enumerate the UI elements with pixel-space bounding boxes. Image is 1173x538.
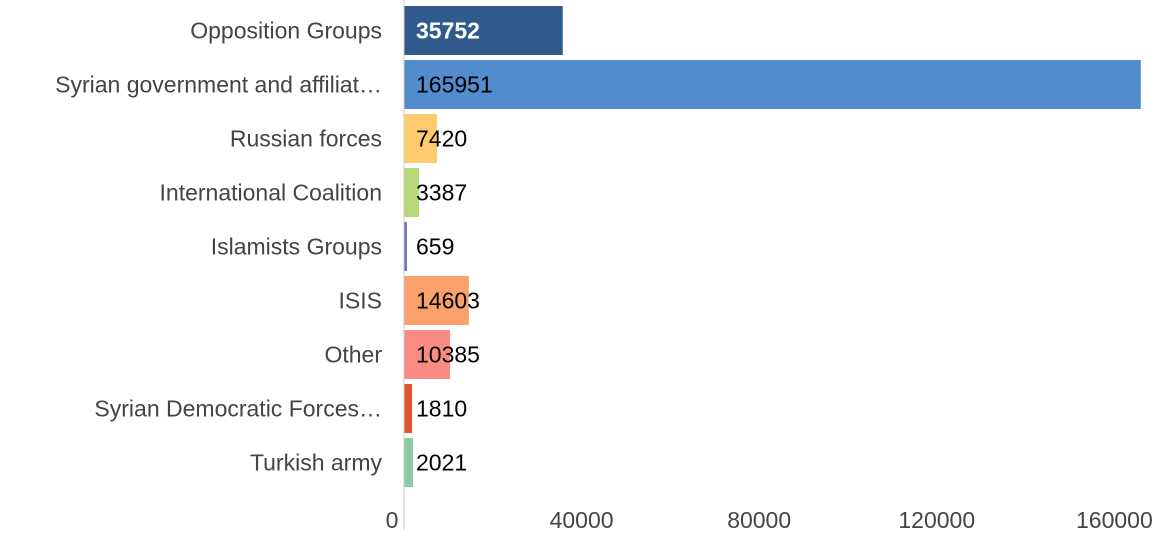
bar-6 — [404, 330, 451, 379]
x-axis-ticks: 0 40000 80000 120000 160000 — [386, 507, 1153, 533]
category-label-2: Russian forces — [230, 126, 382, 152]
x-tick-label-3: 120000 — [898, 507, 975, 533]
data-labels: 35752 165951 7420 3387 659 14603 10385 1810 2021 — [416, 18, 493, 476]
data-label-4: 659 — [416, 234, 454, 260]
category-label-8: Turkish army — [250, 450, 383, 476]
x-tick-label-4: 160000 — [1076, 507, 1153, 533]
category-label-1: Syrian government and affiliat… — [55, 72, 382, 98]
data-label-1: 165951 — [416, 72, 493, 98]
bar-1 — [404, 60, 1141, 109]
bar-4 — [404, 222, 407, 271]
data-label-3: 3387 — [416, 180, 467, 206]
category-label-4: Islamists Groups — [211, 234, 382, 260]
category-label-3: International Coalition — [160, 180, 382, 206]
category-label-7: Syrian Democratic Forces… — [94, 396, 382, 422]
bar-5 — [404, 276, 469, 325]
bar-7 — [404, 384, 413, 433]
data-label-8: 2021 — [416, 450, 467, 476]
data-label-6: 10385 — [416, 342, 480, 368]
data-label-2: 7420 — [416, 126, 467, 152]
data-label-7: 1810 — [416, 396, 467, 422]
bar-8 — [404, 438, 413, 487]
category-label-0: Opposition Groups — [190, 18, 382, 44]
bar-0 — [404, 6, 563, 55]
x-tick-label-0: 0 — [386, 507, 399, 533]
x-tick-label-1: 40000 — [550, 507, 614, 533]
bar-2 — [404, 114, 437, 163]
x-tick-label-2: 80000 — [727, 507, 791, 533]
bars-group — [404, 6, 1141, 487]
data-label-5: 14603 — [416, 288, 480, 314]
data-label-0: 35752 — [416, 18, 480, 44]
category-label-6: Other — [324, 342, 382, 368]
category-labels: Opposition Groups Syrian government and a… — [55, 18, 382, 476]
bar-3 — [404, 168, 420, 217]
category-label-5: ISIS — [339, 288, 382, 314]
